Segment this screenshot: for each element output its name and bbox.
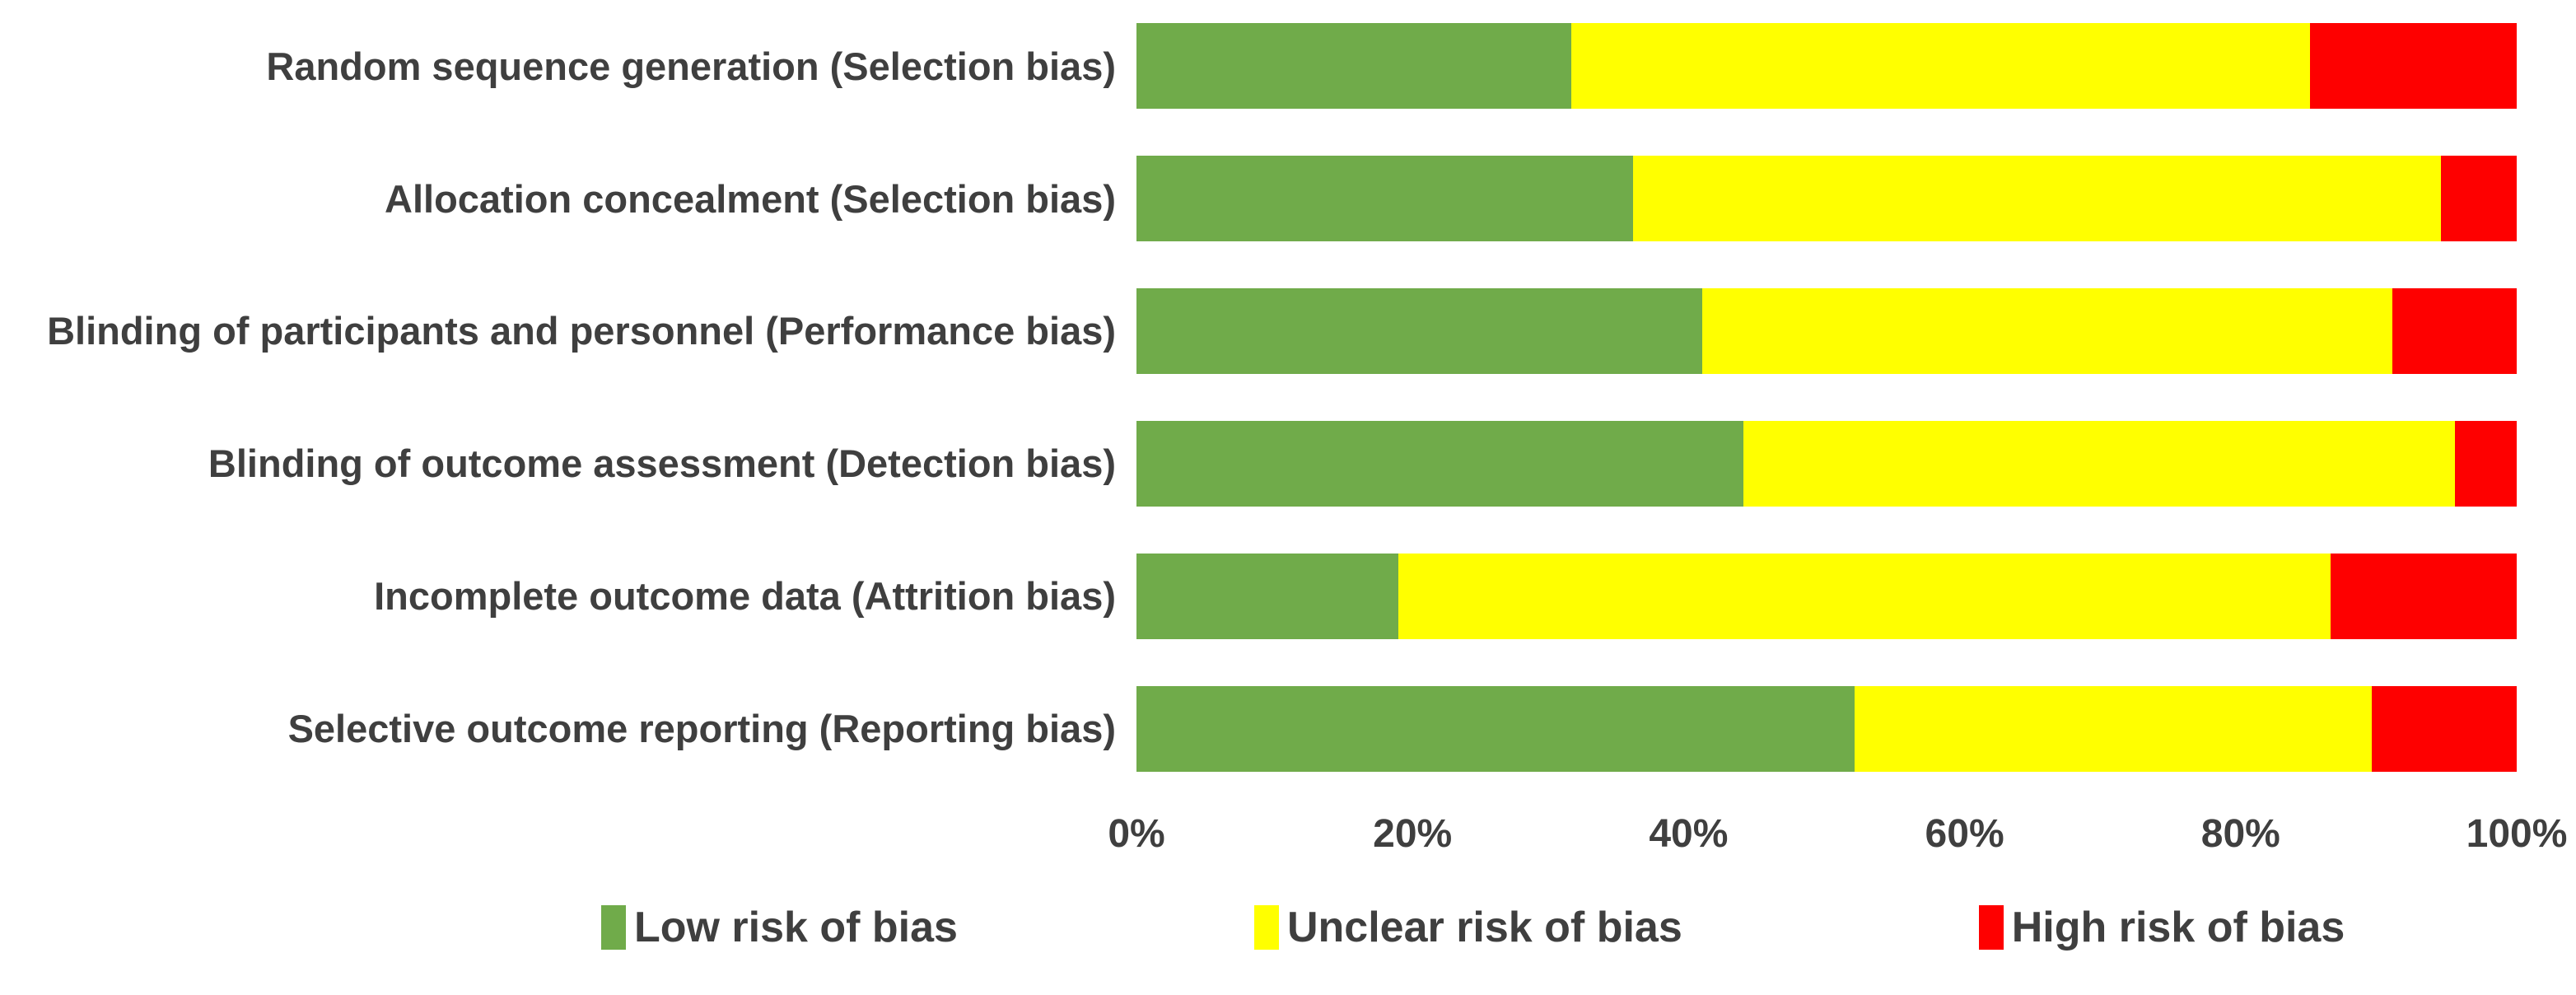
bar-segment-high-risk	[2454, 420, 2517, 507]
legend-item: Low risk of bias	[601, 903, 958, 952]
bar-segment-unclear-risk	[1570, 23, 2310, 110]
bar-segment-low-risk	[1136, 23, 1571, 110]
legend-label: Unclear risk of bias	[1286, 904, 1682, 951]
legend-label: High risk of bias	[2011, 904, 2345, 951]
bar-segment-high-risk	[2440, 156, 2517, 242]
legend: Low risk of bias Unclear risk of bias Hi…	[601, 903, 2345, 952]
bar-segment-high-risk	[2330, 553, 2517, 639]
category-label: Allocation concealment (Selection bias)	[385, 176, 1116, 221]
axis-tick-label: 100%	[2466, 812, 2568, 856]
bar-segment-low-risk	[1136, 553, 1399, 639]
category-label: Selective outcome reporting (Reporting b…	[287, 706, 1116, 750]
bar-segment-high-risk	[2309, 23, 2517, 110]
bar-segment-low-risk	[1136, 420, 1744, 507]
bar-segment-unclear-risk	[1633, 156, 2441, 242]
x-axis: 0% 20% 40% 60% 80% 100%	[1108, 795, 2567, 865]
legend-item: High risk of bias	[1978, 903, 2345, 952]
bar-segment-unclear-risk	[1743, 420, 2455, 507]
bar-segment-unclear-risk	[1702, 288, 2393, 375]
axis-tick-label: 60%	[1925, 812, 2004, 856]
category-label: Blinding of participants and personnel (…	[47, 309, 1116, 353]
category-label: Incomplete outcome data (Attrition bias)	[374, 574, 1116, 619]
axis-tick-label: 40%	[1649, 812, 1729, 856]
legend-label: Low risk of bias	[634, 904, 958, 951]
chart-row: Random sequence generation (Selection bi…	[0, 0, 2576, 133]
chart-row: Blinding of participants and personnel (…	[0, 265, 2576, 398]
bar-segment-low-risk	[1136, 685, 1855, 772]
chart-row: Allocation concealment (Selection bias)	[0, 133, 2576, 265]
bar-segment-low-risk	[1136, 156, 1634, 242]
bar-segment-high-risk	[2372, 685, 2517, 772]
bar-segment-unclear-risk	[1854, 685, 2373, 772]
stacked-bar	[1136, 553, 2517, 639]
category-label: Blinding of outcome assessment (Detectio…	[208, 441, 1116, 486]
category-label: Random sequence generation (Selection bi…	[266, 44, 1116, 88]
stacked-bar	[1136, 288, 2517, 375]
stacked-bar	[1136, 420, 2517, 507]
bar-segment-unclear-risk	[1398, 553, 2331, 639]
stacked-bar	[1136, 685, 2517, 772]
axis-tick-label: 20%	[1373, 812, 1453, 856]
stacked-bar	[1136, 23, 2517, 110]
chart-row: Incomplete outcome data (Attrition bias)	[0, 530, 2576, 662]
axis-tick-label: 0%	[1108, 812, 1165, 856]
chart-row: Blinding of outcome assessment (Detectio…	[0, 397, 2576, 530]
bar-segment-high-risk	[2392, 288, 2517, 375]
legend-item: Unclear risk of bias	[1253, 903, 1682, 952]
stacked-bar	[1136, 156, 2517, 242]
axis-tick-label: 80%	[2200, 812, 2280, 856]
chart-row: Selective outcome reporting (Reporting b…	[0, 662, 2576, 795]
bars-area: Random sequence generation (Selection bi…	[0, 0, 2576, 795]
bar-segment-low-risk	[1136, 288, 1703, 375]
legend-swatch	[601, 905, 626, 950]
legend-swatch	[1978, 905, 2004, 950]
legend-swatch	[1253, 905, 1279, 950]
